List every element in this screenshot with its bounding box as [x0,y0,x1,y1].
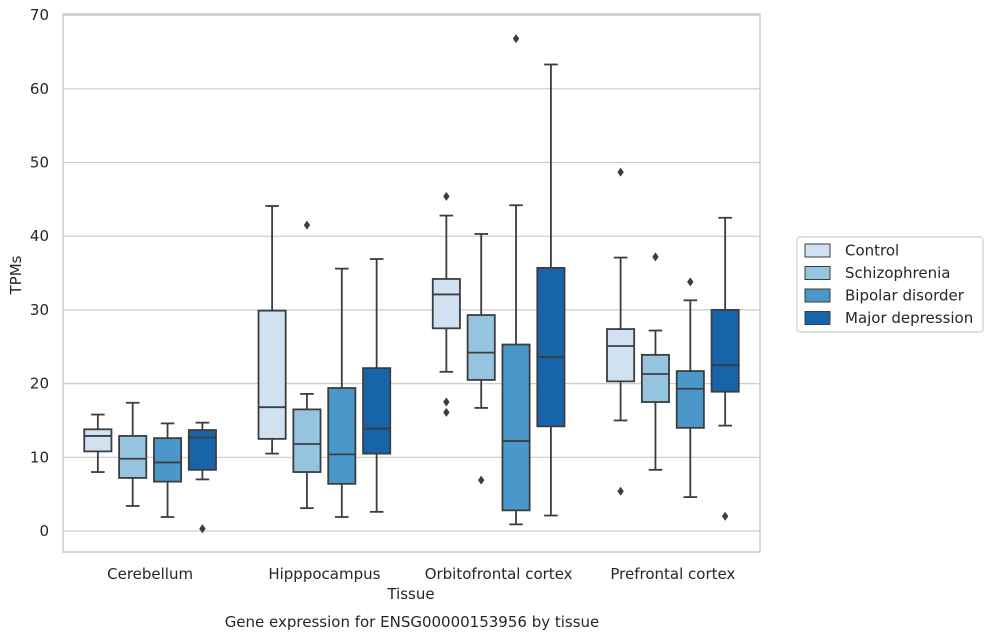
outlier-point [443,407,450,417]
box [292,220,322,510]
box-body [187,429,217,471]
legend-swatch [804,288,831,303]
y-tick-label: 20 [30,375,49,393]
legend-swatch [804,266,831,280]
box [606,167,636,496]
box-body [501,343,531,512]
plot-frame [62,13,761,553]
box-body [153,437,183,483]
box [675,277,705,498]
y-tick-label: 60 [30,80,49,98]
y-tick-label: 70 [30,6,49,24]
box-body [83,428,113,453]
legend-swatch [804,311,831,325]
y-tick-label: 50 [30,154,49,172]
box [501,34,531,526]
series-control [83,167,636,496]
x-axis-label: Tissue [386,585,434,603]
box-body [606,328,636,383]
box-body [640,353,670,403]
outlier-point [617,486,624,496]
box [536,63,566,517]
box-body [675,370,705,429]
x-tick-label: Cerebellum [107,565,193,583]
outlier-point [443,191,450,201]
legend: Control Schizophrenia Bipolar disorder Majo… [796,236,984,333]
legend-label: Major depression [845,309,973,327]
box-body [257,309,287,440]
x-tick-label: Hipppocampus [268,565,380,583]
outlier-point [303,220,311,230]
outlier-point [512,34,520,44]
box-body [536,266,566,428]
box [153,422,183,518]
series-bipolar-disorder [153,34,705,526]
box [83,413,113,473]
legend-label: Bipolar disorder [845,287,965,305]
y-tick-label: 30 [30,301,49,319]
box [187,421,217,534]
box [118,401,148,507]
y-axis-ticks: 0 10 20 30 40 50 60 70 [30,6,49,540]
x-tick-label: Orbitofrontal cortex [425,565,573,583]
box [710,216,740,521]
y-tick-label: 10 [30,448,49,466]
box [257,205,287,455]
y-tick-label: 0 [39,522,49,540]
box-body [362,367,392,455]
outlier-point [652,252,659,262]
legend-frame [796,236,984,333]
outlier-point [687,277,694,287]
y-tick-label: 40 [30,227,49,245]
legend-label: Control [845,242,899,260]
box [362,258,392,513]
box-body [431,278,461,330]
y-axis-label: TPMs [7,255,25,295]
x-axis-ticks: Cerebellum Hipppocampus Orbitofrontal cort… [107,565,735,583]
series-major-depression [187,63,740,534]
box-body [327,387,357,485]
legend-label: Schizophrenia [845,264,950,282]
box [327,267,357,518]
box-series [83,34,740,534]
outlier-point [721,511,729,521]
outlier-point [199,524,206,534]
x-tick-label: Prefrontal cortex [610,565,735,583]
box-body [118,435,148,479]
outlier-point [617,167,624,177]
legend-swatch [804,243,831,258]
box-body [292,408,322,473]
outlier-point [478,475,485,485]
outlier-point [443,397,450,407]
box [431,191,461,417]
box-body [466,314,496,381]
series-schizophrenia [118,220,670,510]
box [466,233,496,485]
chart-caption: Gene expression for ENSG00000153956 by t… [225,613,600,631]
box [640,252,670,471]
box-body [710,308,740,393]
